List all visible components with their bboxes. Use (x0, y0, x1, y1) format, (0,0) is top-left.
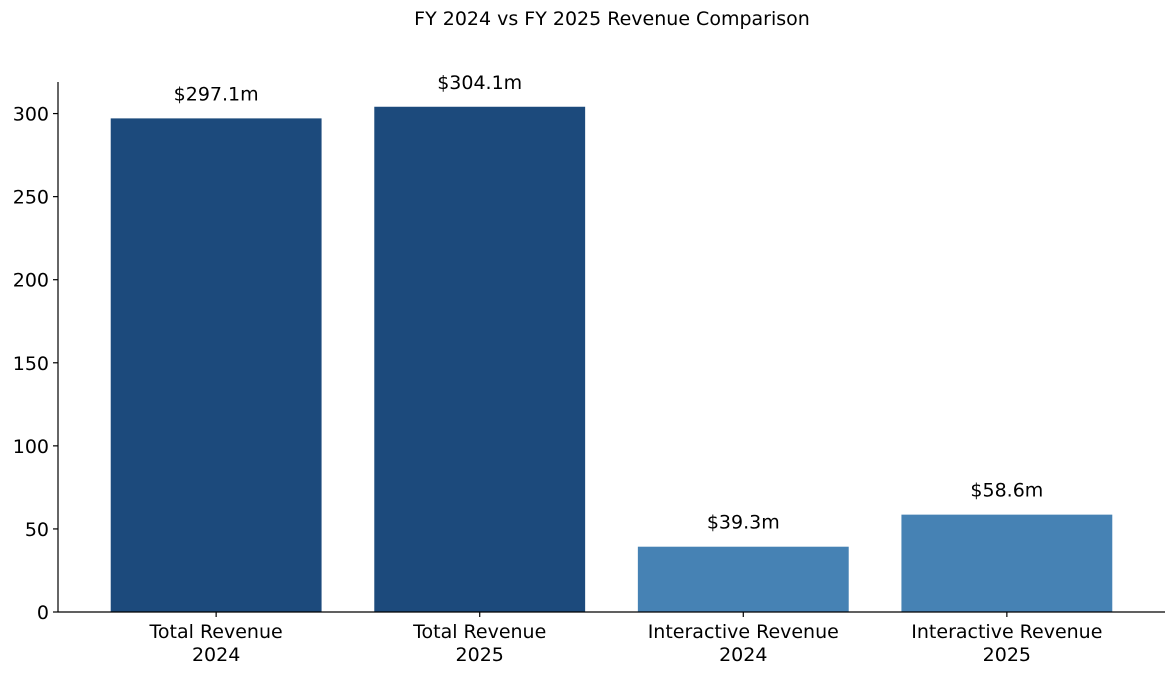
chart-title: FY 2024 vs FY 2025 Revenue Comparison (414, 8, 810, 30)
bars-group (110, 106, 1113, 612)
x-tick-label-3: Interactive Revenue 2025 (911, 621, 1102, 666)
bar-value-label-1: $304.1m (437, 72, 522, 94)
x-tick-label-line: Total Revenue (412, 621, 546, 643)
y-tick-label-3: 150 (13, 353, 49, 375)
x-tick-label-1: Total Revenue 2025 (412, 621, 546, 666)
bar-1 (374, 106, 586, 612)
x-tick-label-line: Total Revenue (149, 621, 283, 643)
x-tick-label-0: Total Revenue 2024 (149, 621, 283, 666)
bar-value-label-3: $58.6m (970, 480, 1043, 502)
bar-value-label-2: $39.3m (707, 512, 780, 534)
x-tick-label-line: Interactive Revenue (911, 621, 1102, 643)
x-tick-label-line: 2025 (456, 644, 504, 666)
x-tick-label-line: 2025 (983, 644, 1031, 666)
y-axis: 0 50 100 150 200 250 300 (13, 82, 59, 624)
y-tick-label-4: 200 (13, 270, 49, 292)
x-tick-label-2: Interactive Revenue 2024 (648, 621, 839, 666)
y-tick-label-6: 300 (13, 104, 49, 126)
y-tick-label-5: 250 (13, 187, 49, 209)
bar-labels-group: $297.1m $304.1m $39.3m $58.6m (174, 72, 1044, 534)
y-tick-label-1: 50 (25, 519, 49, 541)
x-tick-label-line: Interactive Revenue (648, 621, 839, 643)
y-tick-label-2: 100 (13, 436, 49, 458)
x-tick-label-line: 2024 (719, 644, 767, 666)
x-tick-label-line: 2024 (192, 644, 240, 666)
y-tick-label-0: 0 (37, 602, 49, 624)
bar-value-label-0: $297.1m (174, 83, 259, 105)
bar-0 (110, 118, 322, 612)
bar-2 (637, 546, 849, 612)
bar-3 (901, 514, 1113, 612)
